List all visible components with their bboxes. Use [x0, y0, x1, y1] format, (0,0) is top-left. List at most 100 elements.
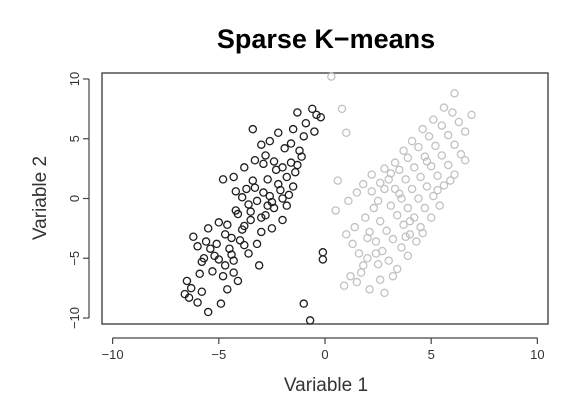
data-point: [467, 110, 476, 120]
data-point: [214, 255, 224, 264]
data-point: [240, 240, 249, 250]
data-point: [227, 233, 236, 243]
data-point: [284, 190, 294, 200]
data-point: [341, 128, 351, 138]
data-point: [384, 256, 393, 265]
data-point: [195, 269, 204, 279]
data-point: [386, 169, 396, 178]
plot-frame: [101, 72, 549, 325]
data-point: [288, 182, 298, 191]
data-point: [395, 165, 404, 175]
data-point: [431, 141, 440, 151]
data-point: [439, 103, 449, 112]
data-point: [422, 157, 432, 166]
data-point: [250, 156, 260, 165]
data-point: [237, 225, 247, 234]
data-point: [390, 158, 400, 167]
data-point: [437, 121, 447, 130]
data-point: [240, 163, 249, 172]
data-point: [248, 176, 258, 185]
data-points: [180, 72, 476, 325]
data-point: [278, 215, 287, 225]
data-point: [282, 172, 292, 182]
y-axis: −10 −5 0 5 10: [67, 72, 90, 329]
data-point: [382, 226, 391, 236]
data-point: [259, 188, 268, 197]
data-point: [401, 175, 410, 184]
data-point: [424, 132, 434, 141]
data-point: [203, 224, 213, 233]
data-point: [420, 152, 430, 161]
data-point: [344, 196, 353, 206]
data-point: [454, 117, 464, 127]
data-point: [380, 184, 389, 194]
data-point: [388, 271, 398, 281]
data-point: [418, 228, 427, 238]
data-point: [197, 287, 207, 296]
data-point: [450, 170, 459, 179]
data-point: [363, 233, 372, 243]
data-point: [237, 193, 247, 202]
data-point: [201, 237, 211, 246]
data-point: [399, 220, 408, 230]
data-point: [337, 104, 347, 114]
data-point: [358, 179, 368, 189]
data-point: [327, 72, 336, 81]
data-point: [223, 220, 232, 230]
data-point: [218, 271, 228, 281]
data-point: [263, 175, 272, 184]
data-point: [244, 249, 253, 258]
x-tick-label: −10: [102, 347, 124, 362]
data-point: [293, 160, 302, 170]
data-point: [371, 237, 381, 246]
data-point: [414, 142, 423, 152]
data-point: [310, 127, 319, 136]
data-point: [346, 271, 355, 281]
data-point: [293, 108, 302, 117]
data-point: [299, 132, 309, 141]
data-point: [373, 259, 383, 269]
data-point: [229, 268, 238, 277]
data-point: [399, 146, 408, 155]
x-axis: −10 −5 0 5 10: [102, 337, 545, 362]
y-tick-label: −5: [67, 251, 82, 266]
data-point: [297, 152, 306, 161]
data-point: [456, 150, 466, 159]
data-point: [414, 194, 423, 203]
x-axis-label: Variable 1: [284, 375, 368, 396]
data-point: [375, 178, 385, 188]
data-point: [308, 104, 317, 114]
data-point: [316, 112, 326, 122]
data-point: [407, 184, 417, 194]
data-point: [422, 182, 432, 191]
data-point: [288, 124, 298, 134]
data-point: [291, 167, 300, 177]
data-point: [318, 255, 328, 264]
data-point: [435, 201, 444, 210]
data-point: [280, 144, 289, 153]
data-point: [182, 276, 192, 286]
data-point: [276, 185, 285, 195]
data-point: [448, 108, 457, 117]
data-point: [301, 118, 311, 128]
data-point: [257, 140, 266, 149]
data-point: [257, 213, 266, 222]
data-point: [429, 191, 438, 201]
data-point: [433, 171, 442, 181]
data-point: [352, 277, 362, 287]
data-point: [193, 298, 202, 307]
data-point: [299, 299, 309, 308]
data-point: [420, 203, 430, 213]
data-point: [278, 194, 287, 203]
data-point: [254, 261, 264, 270]
data-point: [216, 299, 226, 308]
data-point: [375, 275, 385, 285]
data-point: [429, 115, 438, 124]
data-point: [259, 159, 268, 169]
data-point: [261, 151, 270, 160]
data-point: [352, 188, 362, 197]
data-point: [363, 254, 372, 263]
y-axis-label: Variable 2: [30, 156, 51, 240]
data-point: [392, 210, 402, 220]
data-point: [206, 244, 215, 253]
